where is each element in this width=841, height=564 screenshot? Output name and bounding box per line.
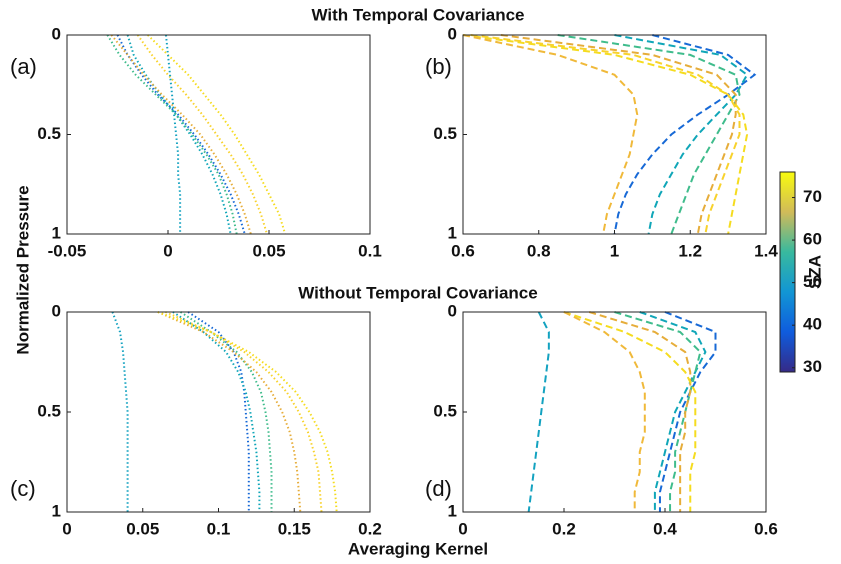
x-axis-label: Averaging Kernel — [348, 539, 488, 558]
colorbar — [779, 171, 796, 373]
panel-label: (b) — [425, 54, 452, 79]
y-tick-label: 0.5 — [37, 124, 61, 143]
kernel-curve — [500, 34, 737, 235]
kernel-curve — [111, 311, 129, 512]
y-tick-label: 0 — [52, 301, 61, 320]
y-tick-label: 0.5 — [37, 401, 61, 420]
kernel-curve — [639, 311, 707, 512]
x-tick-label: 0.2 — [552, 519, 576, 538]
panel-label: (d) — [425, 476, 452, 501]
colorbar-tick-label: 60 — [803, 230, 822, 249]
heading: With Temporal Covariance — [311, 5, 524, 24]
x-tick-label: 0 — [163, 241, 172, 260]
kernel-curve — [126, 34, 232, 235]
axes-box — [66, 311, 371, 513]
colorbar-tick-label: 70 — [803, 187, 822, 206]
x-tick-label: 0.1 — [358, 241, 382, 260]
y-tick-label: 0 — [448, 301, 457, 320]
kernel-curve — [165, 311, 323, 513]
y-tick-label: 1 — [448, 501, 457, 520]
colorbar-label: SZA — [805, 255, 824, 289]
kernel-curve — [462, 34, 749, 235]
kernel-curve — [110, 34, 252, 235]
kernel-curve — [588, 311, 692, 512]
axes-box — [462, 311, 767, 513]
x-tick-label: 0.8 — [527, 241, 551, 260]
kernel-curve — [116, 34, 246, 235]
x-tick-label: 0.2 — [358, 519, 382, 538]
x-tick-label: 0.05 — [252, 241, 285, 260]
x-tick-label: 0.6 — [451, 241, 475, 260]
panel-label: (c) — [10, 476, 36, 501]
x-tick-label: 1 — [610, 241, 619, 260]
x-tick-label: 0.4 — [653, 519, 677, 538]
x-tick-label: -0.05 — [48, 241, 87, 260]
x-tick-label: 0 — [458, 519, 467, 538]
kernel-curve — [157, 311, 338, 513]
colorbar-tick-label: 30 — [803, 357, 822, 376]
x-tick-label: 0.05 — [126, 519, 159, 538]
kernel-curve — [147, 34, 287, 235]
axes-box — [66, 34, 371, 235]
kernel-curve — [172, 311, 261, 512]
x-tick-label: 1.2 — [678, 241, 702, 260]
kernel-curve — [470, 34, 741, 235]
axes-box — [462, 34, 767, 235]
y-tick-label: 0.5 — [433, 401, 457, 420]
kernel-curve — [164, 34, 182, 234]
y-tick-label: 1 — [52, 501, 61, 520]
kernel-curve — [106, 34, 238, 235]
kernel-curve — [527, 311, 550, 513]
kernel-curve — [180, 311, 273, 512]
kernel-curve — [563, 311, 697, 512]
kernel-curve — [136, 34, 268, 235]
kernel-curve — [557, 34, 741, 235]
y-tick-label: 0 — [448, 24, 457, 43]
x-tick-label: 0.15 — [278, 519, 311, 538]
colorbar-tick-label: 40 — [803, 315, 822, 334]
kernel-curve — [187, 311, 250, 512]
x-tick-label: 0 — [62, 519, 71, 538]
kernel-curve — [462, 34, 639, 235]
kernel-curve — [613, 34, 757, 235]
y-tick-label: 0.5 — [433, 124, 457, 143]
y-tick-label: 1 — [448, 223, 457, 242]
y-axis-label: Normalized Pressure — [13, 185, 32, 354]
x-tick-label: 0.1 — [207, 519, 231, 538]
kernel-curve — [658, 311, 717, 512]
y-tick-label: 1 — [52, 223, 61, 242]
x-tick-label: 0.6 — [754, 519, 778, 538]
kernel-curve — [157, 311, 302, 513]
heading: Without Temporal Covariance — [298, 283, 537, 302]
y-tick-label: 0 — [52, 24, 61, 43]
kernel-curve — [563, 311, 646, 512]
panel-label: (a) — [10, 54, 37, 79]
x-tick-label: 1.4 — [754, 241, 778, 260]
colorbar-tick-label: 50 — [803, 272, 822, 291]
